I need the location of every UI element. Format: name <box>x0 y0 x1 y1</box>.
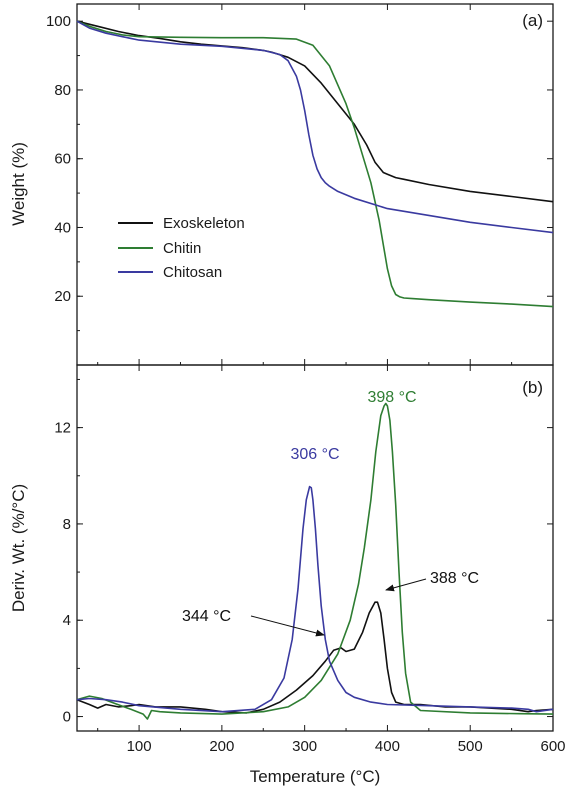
x-tick-label-400: 400 <box>375 738 400 755</box>
annotation-arrow-344 <box>250 615 325 637</box>
panel-a-y-axis-label: Weight (%) <box>9 142 28 226</box>
x-tick-label-600: 600 <box>540 738 565 755</box>
series-line-chitin-panel-a <box>76 20 554 308</box>
y-tick-label-20: 20 <box>54 288 71 305</box>
panel-a-label: (a) <box>522 11 543 30</box>
series-line-chitosan-panel-a <box>76 20 554 234</box>
peak-label-chitosan: 306 °C <box>290 446 339 463</box>
y-tick-label-12: 12 <box>54 420 71 437</box>
panel-a-x-ticks <box>97 4 554 365</box>
panel-b-y-axis-label: Deriv. Wt. (%/°C) <box>9 484 28 612</box>
panel-b-y-ticks: 0 4 8 12 <box>54 378 553 726</box>
x-tick-label-100: 100 <box>127 738 152 755</box>
legend: Exoskeleton Chitin Chitosan <box>118 215 245 281</box>
panel-b-frame <box>76 364 554 732</box>
panel-a-weight: 20 40 60 80 100 (a) Weight (%) Exoskeleton C… <box>9 3 554 366</box>
x-axis-label: Temperature (°C) <box>250 767 381 786</box>
y-tick-label-40: 40 <box>54 219 71 236</box>
series-line-exoskeleton-panel-a <box>76 20 554 203</box>
y-tick-label-8: 8 <box>63 516 71 533</box>
panel-b-series <box>76 402 554 720</box>
x-tick-label-300: 300 <box>292 738 317 755</box>
series-line-chitin-panel-b <box>76 402 554 720</box>
y-tick-label-80: 80 <box>54 82 71 99</box>
legend-label-exoskeleton: Exoskeleton <box>163 215 245 232</box>
panel-b-label: (b) <box>522 378 543 397</box>
panel-b-x-ticks: 100 200 300 400 500 600 <box>97 365 566 755</box>
y-tick-label-100: 100 <box>46 13 71 30</box>
legend-label-chitosan: Chitosan <box>163 264 222 281</box>
y-tick-label-60: 60 <box>54 151 71 168</box>
x-tick-label-500: 500 <box>458 738 483 755</box>
peak-label-chitin: 398 °C <box>367 389 416 406</box>
annotation-arrow-388 <box>385 578 427 592</box>
y-tick-label-4: 4 <box>63 612 71 629</box>
panel-a-y-ticks: 20 40 60 80 100 <box>46 13 553 332</box>
series-line-chitosan-panel-b <box>76 485 554 713</box>
legend-label-chitin: Chitin <box>163 240 201 257</box>
peak-label-exoskeleton-344: 344 °C <box>182 608 231 625</box>
panel-b-derivative: 0 4 8 12 100 200 300 400 500 600 (b) Deriv. Wt. … <box>9 364 566 755</box>
peak-label-exoskeleton-388: 388 °C <box>430 570 479 587</box>
x-tick-label-200: 200 <box>209 738 234 755</box>
y-tick-label-0: 0 <box>63 709 71 726</box>
series-line-exoskeleton-panel-b <box>76 601 554 714</box>
panel-a-series <box>76 20 554 308</box>
panel-a-frame <box>76 3 554 366</box>
